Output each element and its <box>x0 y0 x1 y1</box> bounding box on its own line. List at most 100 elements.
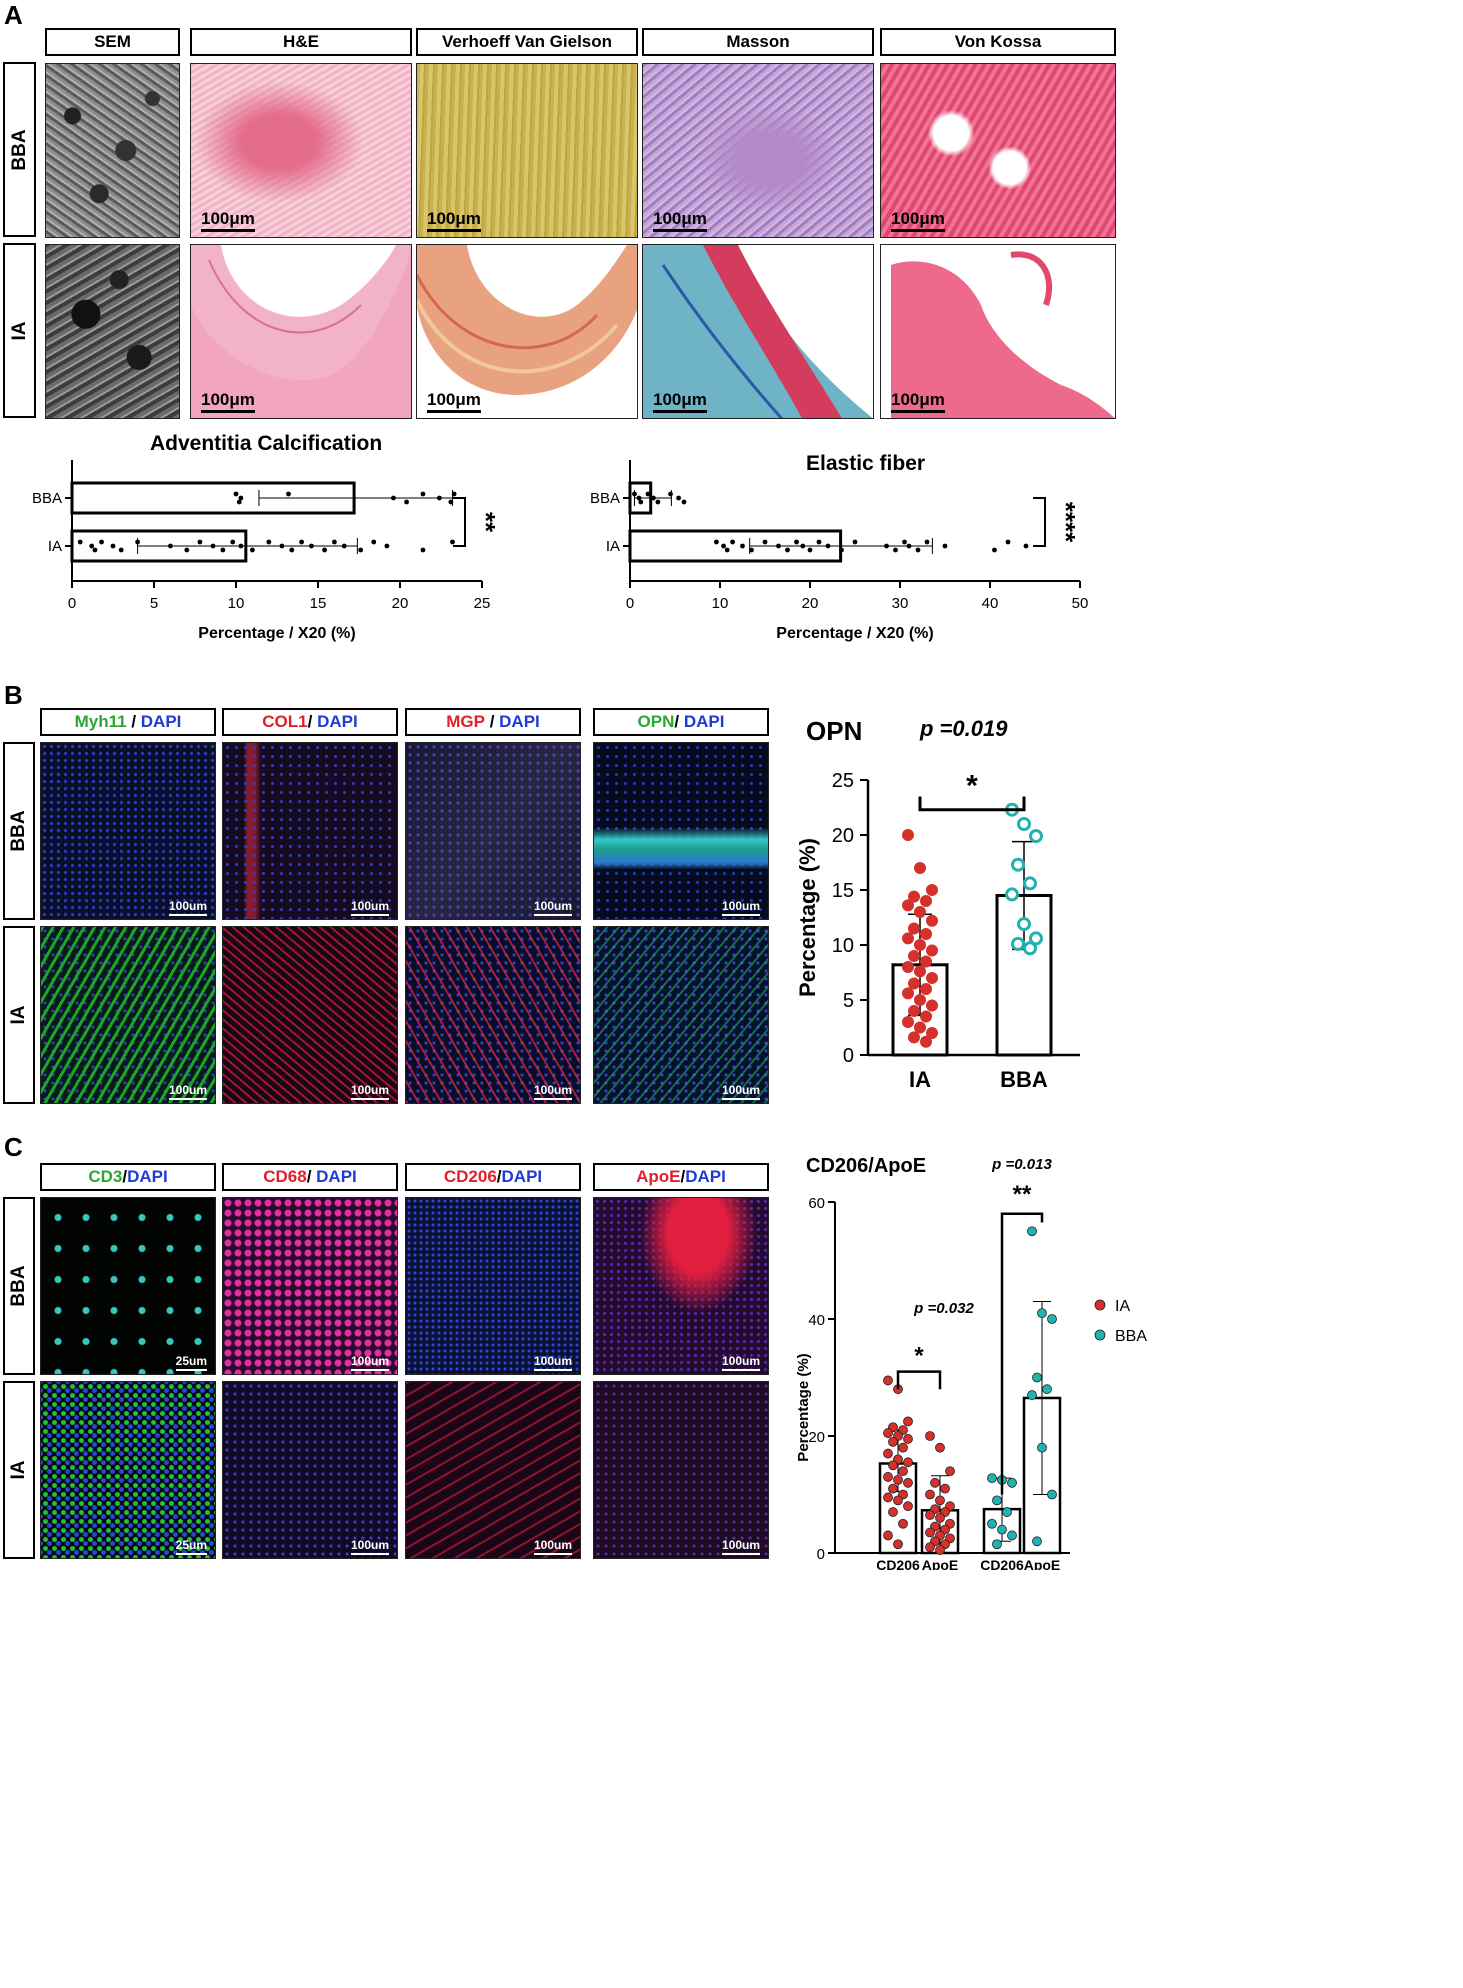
cd68-bba-image: 100um <box>222 1197 398 1375</box>
header-sem: SEM <box>45 28 180 56</box>
significance-marker: **** <box>1051 502 1081 543</box>
data-point <box>391 495 396 501</box>
panel-label-a: A <box>4 0 23 30</box>
significance-marker: * <box>966 770 978 803</box>
header-masson: Masson <box>642 28 874 56</box>
data-point <box>888 1460 898 1471</box>
x-tick-label: CD206 <box>876 1557 920 1570</box>
legend-marker <box>1094 1329 1106 1341</box>
header-mgp: MGP / DAPI <box>405 708 581 736</box>
data-point <box>902 539 907 545</box>
data-point <box>883 1428 893 1438</box>
header-vvg: Verhoeff Van Gielson <box>416 28 638 56</box>
data-point <box>1032 1536 1042 1547</box>
data-point <box>942 543 948 549</box>
data-point <box>233 491 239 497</box>
data-point <box>915 547 921 553</box>
data-point <box>638 499 644 505</box>
y-axis-label: Percentage (%) <box>795 838 820 997</box>
x-tick-label: 15 <box>310 595 327 612</box>
scale-bar: 25um <box>175 1538 208 1555</box>
data-point <box>914 994 926 1006</box>
data-point <box>451 491 457 497</box>
data-point <box>908 1031 920 1044</box>
data-point <box>1023 876 1037 891</box>
data-point <box>816 539 822 545</box>
y-tick-label: BBA <box>590 490 620 507</box>
data-point <box>902 1016 914 1028</box>
von-kossa-ia-tissue <box>891 251 1115 418</box>
header-apoe: ApoE / DAPI <box>593 1163 769 1191</box>
data-point <box>992 1539 1002 1550</box>
x-tick-label: ApoE <box>922 1557 959 1570</box>
p-value-annotation: p =0.013 <box>991 1156 1052 1173</box>
header-col1: COL1/ DAPI <box>222 708 398 736</box>
data-point <box>197 539 203 545</box>
data-point <box>1011 936 1025 951</box>
data-point <box>945 1466 955 1477</box>
data-point <box>930 1477 940 1488</box>
data-point <box>1007 1530 1017 1541</box>
data-point <box>902 899 914 912</box>
data-point <box>893 1474 903 1485</box>
scale-bar: 100um <box>721 1538 761 1555</box>
data-point <box>250 547 255 553</box>
data-point <box>776 543 781 549</box>
x-tick-label: 0 <box>626 595 634 612</box>
data-point <box>902 987 914 1000</box>
data-point <box>914 965 926 978</box>
elastic-fiber-chart: 0 10 20 30 40 50 Percentage / X20 (%) BBA IA **** <box>590 460 1089 642</box>
sem-ia-image <box>45 244 180 419</box>
data-point <box>914 1021 926 1034</box>
data-point <box>903 1477 913 1488</box>
cd68-ia-image: 100um <box>222 1381 398 1559</box>
data-point <box>651 495 656 501</box>
data-point <box>1017 917 1031 932</box>
data-point <box>341 543 347 549</box>
data-point <box>893 1495 903 1506</box>
von-kossa-ia-image: 100μm <box>880 244 1116 419</box>
y-tick-label: IA <box>48 538 62 555</box>
data-point <box>289 547 295 553</box>
chart-title-cd206-apoe: CD206/ApoE <box>806 1155 927 1177</box>
data-point <box>92 547 98 553</box>
data-point <box>903 1501 913 1512</box>
data-point <box>902 829 914 841</box>
data-point <box>807 547 813 553</box>
significance-marker: ** <box>1013 1181 1032 1208</box>
data-point <box>230 539 236 545</box>
masson-ia-image: 100μm <box>642 244 874 419</box>
data-point <box>210 543 216 549</box>
data-point <box>1047 1489 1057 1500</box>
data-point <box>220 547 226 553</box>
data-point <box>884 543 889 549</box>
data-point <box>1047 1314 1057 1324</box>
legend-label: BBA <box>1115 1328 1147 1345</box>
x-tick-label: 20 <box>392 595 409 612</box>
data-point <box>676 495 681 501</box>
significance-bracket <box>896 1370 942 1390</box>
data-point <box>236 499 242 505</box>
data-point <box>785 547 790 553</box>
scale-bar: 100μm <box>891 209 945 232</box>
he-bba-image: 100μm <box>190 63 412 238</box>
data-point <box>888 1483 898 1494</box>
data-point <box>839 547 844 553</box>
data-point <box>997 1524 1007 1535</box>
header-cd3: CD3/DAPI <box>40 1163 216 1191</box>
chart-title-adventitia: Adventitia Calcification <box>150 432 383 455</box>
x-tick-label: 50 <box>1072 595 1089 612</box>
col1-ia-image: 100um <box>222 926 398 1104</box>
data-point <box>883 1530 893 1541</box>
scale-bar: 100um <box>533 1538 573 1555</box>
x-tick-label: 10 <box>712 595 729 612</box>
apoe-ia-image: 100um <box>593 1381 769 1559</box>
data-point <box>279 543 285 549</box>
scale-bar: 100μm <box>653 390 707 413</box>
data-point <box>168 543 173 549</box>
data-point <box>920 1010 932 1023</box>
y-tick-label: 60 <box>808 1195 825 1212</box>
data-point <box>358 547 364 553</box>
chart-title-opn: OPN <box>806 716 863 746</box>
